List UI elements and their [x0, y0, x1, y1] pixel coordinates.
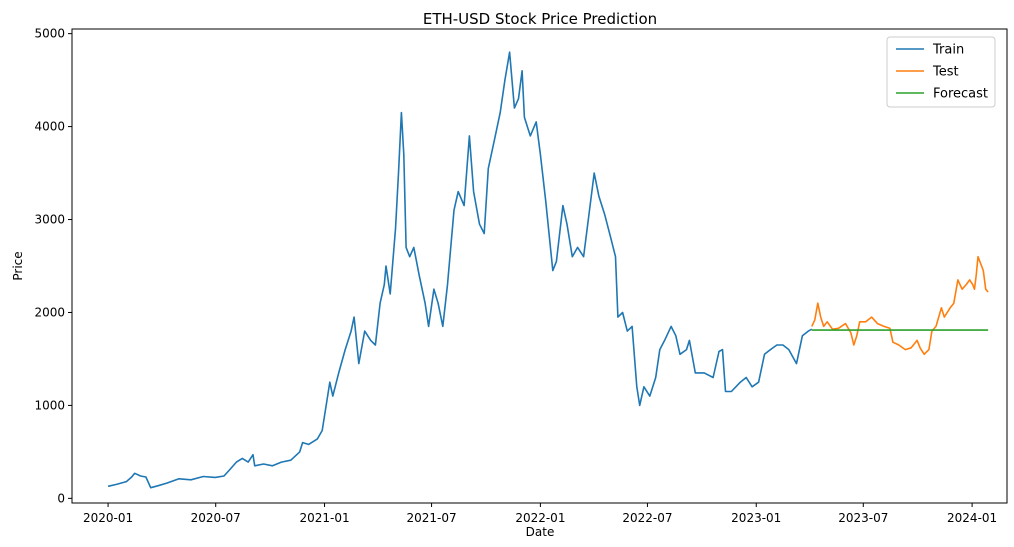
x-tick-label: 2021-07 [406, 511, 456, 525]
y-axis-ticks: 0 1000 2000 3000 4000 5000 [34, 27, 72, 505]
plot-area-frame [71, 28, 1008, 504]
legend-label-train: Train [932, 43, 964, 58]
y-tick-label: 4000 [34, 120, 65, 134]
y-tick-label: 0 [57, 491, 65, 505]
series-line-test [811, 255, 989, 356]
x-tick-label: 2022-07 [622, 511, 672, 525]
legend-box [886, 36, 996, 108]
x-tick-label: 2023-01 [731, 511, 781, 525]
series-lines [107, 51, 989, 489]
chart-legend: Train Test Forecast [886, 36, 996, 108]
x-tick-label: 2020-07 [191, 511, 241, 525]
chart-title: ETH-USD Stock Price Prediction [423, 10, 657, 28]
y-tick-label: 5000 [34, 27, 65, 41]
y-tick-label: 1000 [34, 398, 65, 412]
x-tick-label: 2024-01 [947, 511, 997, 525]
x-tick-label: 2021-01 [299, 511, 349, 525]
x-axis-ticks: 2020-01 2020-07 2021-01 2021-07 2022-01 2022-… [83, 503, 997, 525]
x-tick-label: 2020-01 [83, 511, 133, 525]
y-tick-label: 2000 [34, 305, 65, 319]
x-tick-label: 2023-07 [838, 511, 888, 525]
legend-label-test: Test [932, 65, 959, 80]
y-axis-label: Price [11, 251, 25, 280]
y-tick-label: 3000 [34, 213, 65, 227]
x-axis-label: Date [526, 525, 555, 539]
legend-label-forecast: Forecast [933, 87, 988, 102]
x-tick-label: 2022-01 [515, 511, 565, 525]
series-line-train [107, 51, 813, 489]
